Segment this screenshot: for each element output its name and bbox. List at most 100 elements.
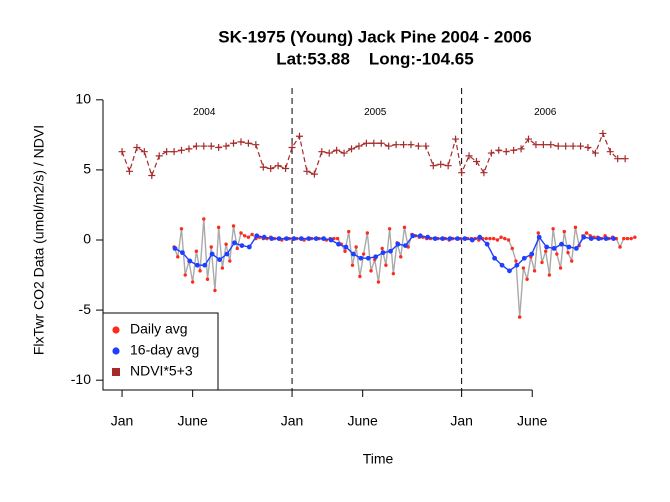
ndvi-point bbox=[554, 142, 562, 150]
series-2 bbox=[118, 129, 629, 180]
data-point bbox=[387, 227, 392, 231]
data-point bbox=[358, 274, 362, 279]
ndvi-point bbox=[472, 157, 480, 165]
data-point bbox=[611, 236, 616, 241]
ndvi-point bbox=[148, 172, 156, 180]
data-point bbox=[321, 236, 327, 241]
data-point bbox=[562, 229, 566, 234]
ndvi-point bbox=[614, 155, 622, 163]
ndvi-point bbox=[325, 149, 333, 157]
ndvi-point bbox=[192, 142, 200, 150]
legend-swatch bbox=[112, 368, 120, 376]
data-point bbox=[209, 251, 215, 257]
ndvi-point bbox=[355, 142, 363, 150]
ndvi-point bbox=[422, 142, 430, 150]
data-point bbox=[488, 236, 492, 241]
data-point bbox=[343, 244, 349, 250]
ndvi-point bbox=[295, 132, 303, 140]
data-point bbox=[633, 235, 637, 239]
ndvi-point bbox=[155, 152, 163, 160]
ndvi-point bbox=[385, 142, 393, 150]
data-point bbox=[603, 236, 609, 241]
ndvi-point bbox=[222, 142, 230, 150]
data-point bbox=[507, 268, 512, 274]
data-point bbox=[499, 262, 505, 268]
ndvi-point bbox=[584, 143, 592, 151]
data-point bbox=[269, 236, 275, 241]
data-point bbox=[529, 251, 535, 257]
data-point bbox=[336, 241, 341, 247]
ndvi-point bbox=[133, 143, 141, 151]
data-point bbox=[179, 227, 184, 231]
data-point bbox=[220, 266, 225, 270]
ndvi-point bbox=[259, 163, 267, 171]
data-point bbox=[254, 233, 260, 239]
x-tick-label: Jan bbox=[450, 413, 473, 429]
data-point bbox=[242, 234, 247, 238]
ndvi-point bbox=[495, 146, 503, 154]
ndvi-point bbox=[569, 142, 577, 150]
x-tick-label: June bbox=[347, 413, 378, 429]
ndvi-point bbox=[377, 139, 385, 147]
data-point bbox=[581, 234, 587, 240]
data-point bbox=[462, 236, 468, 241]
data-point bbox=[276, 236, 282, 241]
data-point bbox=[298, 236, 304, 241]
data-point bbox=[618, 245, 622, 249]
ndvi-point bbox=[599, 129, 607, 137]
data-point bbox=[521, 266, 526, 270]
ndvi-point bbox=[170, 148, 178, 156]
data-point bbox=[183, 273, 187, 277]
data-point bbox=[403, 243, 408, 249]
data-point bbox=[517, 315, 522, 319]
data-point bbox=[328, 237, 334, 243]
data-point bbox=[231, 224, 236, 228]
data-point bbox=[235, 246, 239, 251]
ndvi-point bbox=[185, 145, 193, 153]
data-point bbox=[469, 237, 475, 243]
ndvi-point bbox=[621, 155, 629, 163]
ndvi-point bbox=[140, 148, 148, 156]
y-axis-title: FlxTwr CO2 Data (umol/m2/s) / NDVI bbox=[31, 125, 47, 355]
data-point bbox=[187, 258, 193, 264]
y-tick-label: 0 bbox=[83, 231, 91, 247]
data-point bbox=[246, 235, 251, 239]
data-point bbox=[510, 246, 514, 251]
data-point bbox=[343, 249, 347, 253]
data-point bbox=[629, 236, 633, 241]
data-point bbox=[306, 236, 312, 241]
ndvi-point bbox=[230, 139, 238, 147]
data-point bbox=[514, 262, 520, 268]
ndvi-point bbox=[547, 141, 555, 149]
ndvi-point bbox=[178, 146, 186, 154]
data-point bbox=[376, 280, 381, 284]
data-point bbox=[365, 231, 370, 235]
ndvi-point bbox=[215, 143, 223, 151]
data-point bbox=[573, 246, 579, 251]
data-point bbox=[194, 262, 200, 268]
data-point bbox=[354, 245, 358, 249]
chart-subtitle: Lat:53.88 Long:-104.65 bbox=[276, 49, 473, 68]
data-point bbox=[205, 277, 210, 281]
ndvi-point bbox=[510, 146, 518, 154]
ndvi-point bbox=[517, 145, 525, 153]
data-point bbox=[484, 236, 488, 241]
data-point bbox=[388, 248, 393, 254]
data-point bbox=[544, 244, 550, 250]
series-1 bbox=[172, 233, 616, 274]
ndvi-point bbox=[370, 139, 378, 147]
plot-area: 10 5 0 -5 -10 Jan June Jan June Jan June 2004 2005 20… bbox=[71, 88, 637, 429]
ndvi-point bbox=[267, 165, 275, 173]
data-point bbox=[536, 231, 540, 235]
ndvi-point bbox=[502, 148, 510, 156]
data-point bbox=[588, 236, 594, 241]
ndvi-point bbox=[606, 148, 614, 156]
ndvi-point bbox=[318, 148, 326, 156]
data-point bbox=[213, 288, 217, 293]
ndvi-point bbox=[437, 160, 445, 168]
data-point bbox=[432, 236, 438, 241]
data-point bbox=[395, 241, 401, 247]
data-point bbox=[558, 266, 563, 270]
ndvi-point bbox=[118, 148, 126, 156]
